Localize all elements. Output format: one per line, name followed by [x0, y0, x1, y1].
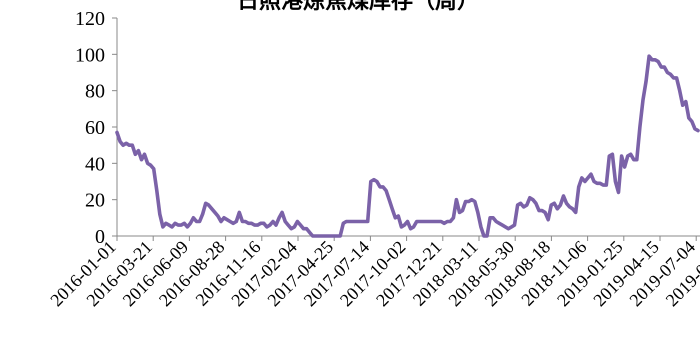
y-tick-label: 20 [85, 190, 105, 212]
y-tick-label: 40 [85, 153, 105, 175]
chart-title: 日照港炼焦煤库存（周） [237, 0, 479, 14]
y-tick-label: 60 [85, 117, 105, 139]
y-axis: 0 20 40 60 80 100 120 [75, 8, 118, 248]
plot-area [115, 54, 700, 238]
y-tick-label: 80 [85, 81, 105, 103]
series-line [115, 54, 700, 238]
y-tick-label: 0 [95, 226, 105, 248]
x-axis: 2016-01-012016-03-212016-06-092016-08-28… [46, 235, 700, 310]
y-tick-label: 120 [75, 8, 105, 30]
y-tick-label: 100 [75, 44, 105, 66]
